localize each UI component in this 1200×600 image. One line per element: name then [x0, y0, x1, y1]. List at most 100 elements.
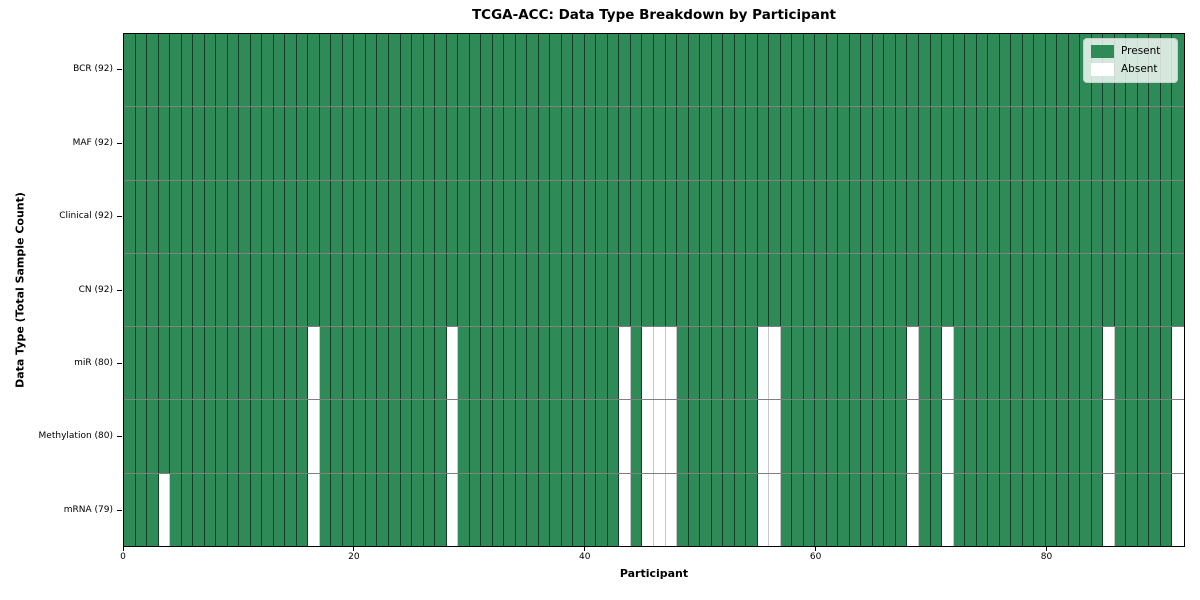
heatmap-cell: [388, 473, 401, 546]
heatmap-cell: [365, 107, 378, 180]
heatmap-cell: [607, 400, 620, 473]
heatmap-cell: [469, 473, 482, 546]
y-tick-mark: [117, 436, 122, 438]
heatmap-cell: [262, 473, 274, 546]
heatmap-cell: [688, 34, 701, 107]
heatmap-cell: [170, 473, 182, 546]
heatmap-cell: [792, 180, 804, 253]
heatmap-cell: [1057, 327, 1069, 400]
heatmap-cell: [504, 473, 516, 546]
heatmap-cell: [538, 253, 551, 327]
heatmap-cell: [1103, 327, 1115, 400]
heatmap-cell: [630, 473, 643, 546]
heatmap-cell: [423, 180, 436, 253]
heatmap-cell: [1045, 400, 1058, 473]
heatmap-cell: [930, 253, 943, 327]
heatmap-cell: [1057, 180, 1069, 253]
heatmap-cell: [999, 180, 1012, 253]
heatmap-cell: [769, 473, 781, 546]
heatmap-cell: [273, 107, 286, 180]
heatmap-cell: [331, 180, 343, 253]
heatmap-cell: [1068, 34, 1081, 107]
heatmap-cell: [988, 327, 1000, 400]
heatmap-cell: [319, 473, 332, 546]
heatmap-cell: [1114, 253, 1127, 327]
heatmap-cell: [653, 400, 666, 473]
y-tick-mark: [117, 216, 122, 218]
heatmap-cell: [469, 180, 482, 253]
heatmap-cell: [147, 180, 159, 253]
heatmap-cell: [216, 180, 228, 253]
heatmap-cell: [665, 107, 678, 180]
heatmap-cell: [193, 400, 205, 473]
heatmap-cell: [296, 327, 309, 400]
heatmap-cell: [331, 400, 343, 473]
heatmap-cell: [1022, 400, 1035, 473]
heatmap-cell: [838, 400, 850, 473]
heatmap-cell: [1011, 34, 1023, 107]
heatmap-cell: [170, 107, 182, 180]
heatmap-cell: [838, 180, 850, 253]
heatmap-cell: [803, 253, 816, 327]
heatmap-cell: [331, 107, 343, 180]
heatmap-cell: [826, 34, 839, 107]
heatmap-cell: [504, 107, 516, 180]
x-tick-mark: [1045, 547, 1047, 551]
heatmap-cell: [642, 253, 654, 327]
heatmap-cell: [826, 473, 839, 546]
heatmap-cell: [1172, 400, 1184, 473]
heatmap-cell: [849, 180, 862, 253]
legend-entry-present: Present: [1091, 45, 1169, 58]
heatmap-cell: [158, 327, 171, 400]
heatmap-cell: [1080, 107, 1092, 180]
x-tick-mark: [122, 547, 124, 551]
heatmap-cell: [757, 400, 770, 473]
x-tick-label: 40: [579, 552, 591, 562]
heatmap-cell: [918, 473, 931, 546]
heatmap-cell: [158, 473, 171, 546]
heatmap-cell: [769, 327, 781, 400]
heatmap-cell: [642, 107, 654, 180]
heatmap-cell: [147, 107, 159, 180]
heatmap-cell: [273, 180, 286, 253]
heatmap-cell: [918, 107, 931, 180]
heatmap-cell: [262, 327, 274, 400]
heatmap-cell: [285, 107, 297, 180]
heatmap-cell: [838, 253, 850, 327]
heatmap-cell: [227, 253, 240, 327]
heatmap-cell: [331, 253, 343, 327]
heatmap-cell: [619, 327, 631, 400]
heatmap-cell: [227, 34, 240, 107]
heatmap-cell: [550, 180, 562, 253]
heatmap-cell: [653, 180, 666, 253]
heatmap-cell: [849, 107, 862, 180]
heatmap-cell: [561, 107, 574, 180]
heatmap-cell: [1149, 180, 1161, 253]
heatmap-cell: [607, 107, 620, 180]
heatmap-cell: [884, 400, 896, 473]
heatmap-cell: [630, 400, 643, 473]
heatmap-cell: [988, 253, 1000, 327]
heatmap-cell: [561, 34, 574, 107]
heatmap-cell: [596, 34, 608, 107]
heatmap-cell: [181, 253, 194, 327]
heatmap-cell: [999, 34, 1012, 107]
heatmap-cell: [677, 34, 689, 107]
heatmap-cell: [895, 473, 908, 546]
heatmap-cell: [423, 34, 436, 107]
heatmap-cell: [907, 473, 919, 546]
heatmap-cell: [688, 327, 701, 400]
heatmap-cell: [1011, 327, 1023, 400]
heatmap-cell: [677, 473, 689, 546]
heatmap-cell: [815, 327, 827, 400]
heatmap-cell: [1011, 107, 1023, 180]
heatmap-cell: [1045, 180, 1058, 253]
heatmap-cell: [653, 253, 666, 327]
heatmap-cell: [550, 34, 562, 107]
heatmap-cell: [665, 327, 678, 400]
heatmap-cell: [815, 253, 827, 327]
heatmap-cell: [492, 107, 505, 180]
heatmap-cell: [607, 253, 620, 327]
heatmap-cell: [527, 34, 539, 107]
heatmap-cell: [573, 473, 585, 546]
